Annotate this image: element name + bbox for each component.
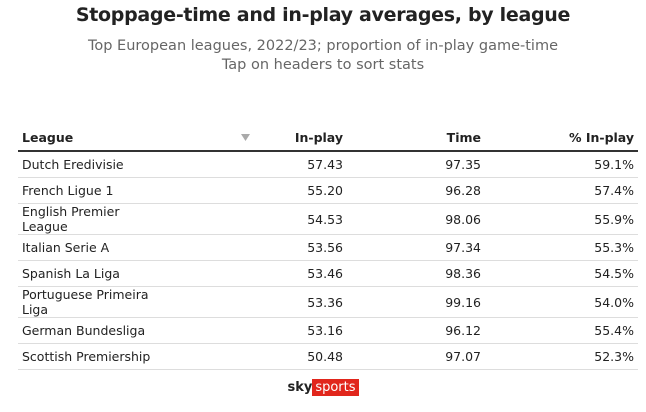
table-cell: 52.3% — [485, 343, 638, 370]
subtitle: Top European leagues, 2022/23; proportio… — [87, 38, 559, 54]
title: Stoppage-time and in-play averages, by l… — [75, 4, 571, 26]
table-row: Portuguese Primeira Liga 53.36 99.16 54.0% — [18, 286, 638, 318]
table-cell: 55.4% — [485, 317, 638, 344]
table-cell: 99.16 — [347, 286, 485, 318]
table-cell: 55.9% — [485, 203, 638, 235]
table-cell: Dutch Eredivisie — [18, 151, 169, 178]
table-cell: German Bundesliga — [18, 317, 169, 344]
table-cell: 98.36 — [347, 260, 485, 287]
table-cell: 55.20 — [169, 177, 347, 204]
column-header[interactable]: % In-play — [485, 124, 638, 152]
table-cell: 57.4% — [485, 177, 638, 204]
table-cell: 54.5% — [485, 260, 638, 287]
table-cell: Italian Serie A — [18, 234, 169, 261]
table-cell: 54.53 — [169, 203, 347, 235]
table-row: Scottish Premiership 50.48 97.07 52.3% — [18, 343, 638, 370]
subtitle: Tap on headers to sort stats — [221, 57, 425, 73]
table-cell: 97.35 — [347, 151, 485, 178]
table-cell: 53.16 — [169, 317, 347, 344]
table-cell: 59.1% — [485, 151, 638, 178]
data-table: League In-play Time% In-play Dutch Eredivi… — [18, 124, 638, 370]
table-row: Italian Serie A 53.56 97.34 55.3% — [18, 234, 638, 261]
table-cell: 97.34 — [347, 234, 485, 261]
column-header[interactable]: Time — [347, 124, 485, 152]
table-cell: 50.48 — [169, 343, 347, 370]
logo-sports: sports — [312, 379, 359, 396]
sort-icon — [241, 133, 250, 141]
table-cell: 53.56 — [169, 234, 347, 261]
table-row: German Bundesliga 53.16 96.12 55.4% — [18, 317, 638, 344]
table-cell: Scottish Premiership — [18, 343, 169, 370]
table-cell: 96.28 — [347, 177, 485, 204]
table-cell: 55.3% — [485, 234, 638, 261]
table-cell: 96.12 — [347, 317, 485, 344]
table-cell: Spanish La Liga — [18, 260, 169, 287]
table-row: Dutch Eredivisie 57.43 97.35 59.1% — [18, 151, 638, 178]
header-row: League In-play Time% In-play — [18, 124, 638, 152]
column-header[interactable]: In-play — [169, 124, 347, 152]
table-row: English Premier League 54.53 98.06 55.9% — [18, 203, 638, 235]
table-cell: 54.0% — [485, 286, 638, 318]
column-header[interactable]: League — [18, 124, 169, 152]
table-row: Spanish La Liga 53.46 98.36 54.5% — [18, 260, 638, 287]
table-row: French Ligue 1 55.20 96.28 57.4% — [18, 177, 638, 204]
table-cell: 98.06 — [347, 203, 485, 235]
table-cell: 97.07 — [347, 343, 485, 370]
table-cell: 53.36 — [169, 286, 347, 318]
table-body: Dutch Eredivisie 57.43 97.35 59.1% French Li… — [18, 151, 638, 370]
logo-sky: sky — [287, 380, 313, 395]
table-cell: French Ligue 1 — [18, 177, 169, 204]
logo: sky sports — [0, 379, 646, 396]
table-cell: 53.46 — [169, 260, 347, 287]
table-cell: Portuguese Primeira Liga — [18, 286, 169, 318]
sort-arrow — [241, 133, 250, 141]
table-cell: 57.43 — [169, 151, 347, 178]
table-cell: English Premier League — [18, 203, 169, 235]
